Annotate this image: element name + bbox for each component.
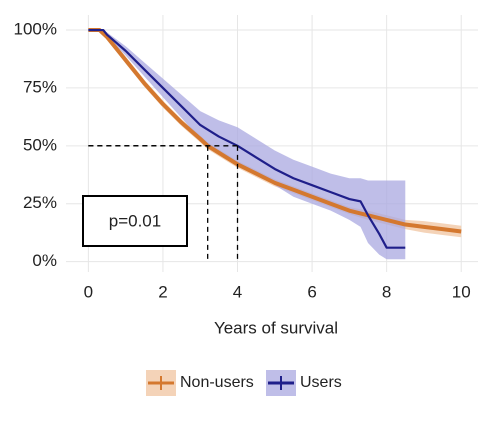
survival-line [88,28,462,234]
annotation: p=0.01 [109,211,161,230]
legend-label: Non-users [180,374,254,391]
annotation-box [82,195,188,247]
x-axis-title: Years of survival [214,318,338,337]
x-tick-label: 8 [382,282,391,301]
x-tick-label: 2 [158,282,167,301]
legend-label: Users [300,374,342,391]
x-tick-label: 0 [84,282,93,301]
y-tick-label: 0% [32,251,57,270]
y-tick-label: 100% [14,20,57,39]
x-tick-label: 4 [233,282,242,301]
y-tick-label: 50% [23,135,57,154]
x-tick-label: 6 [307,282,316,301]
legend: Non-users Users [146,370,342,396]
x-tick-label: 10 [452,282,471,301]
grid: 0% 25% 50% 75% 100% 0 2 4 6 8 10 [14,15,478,301]
y-tick-label: 25% [23,193,57,212]
plot-marks [88,28,462,262]
y-tick-label: 75% [23,77,57,96]
survival-line [88,28,406,249]
